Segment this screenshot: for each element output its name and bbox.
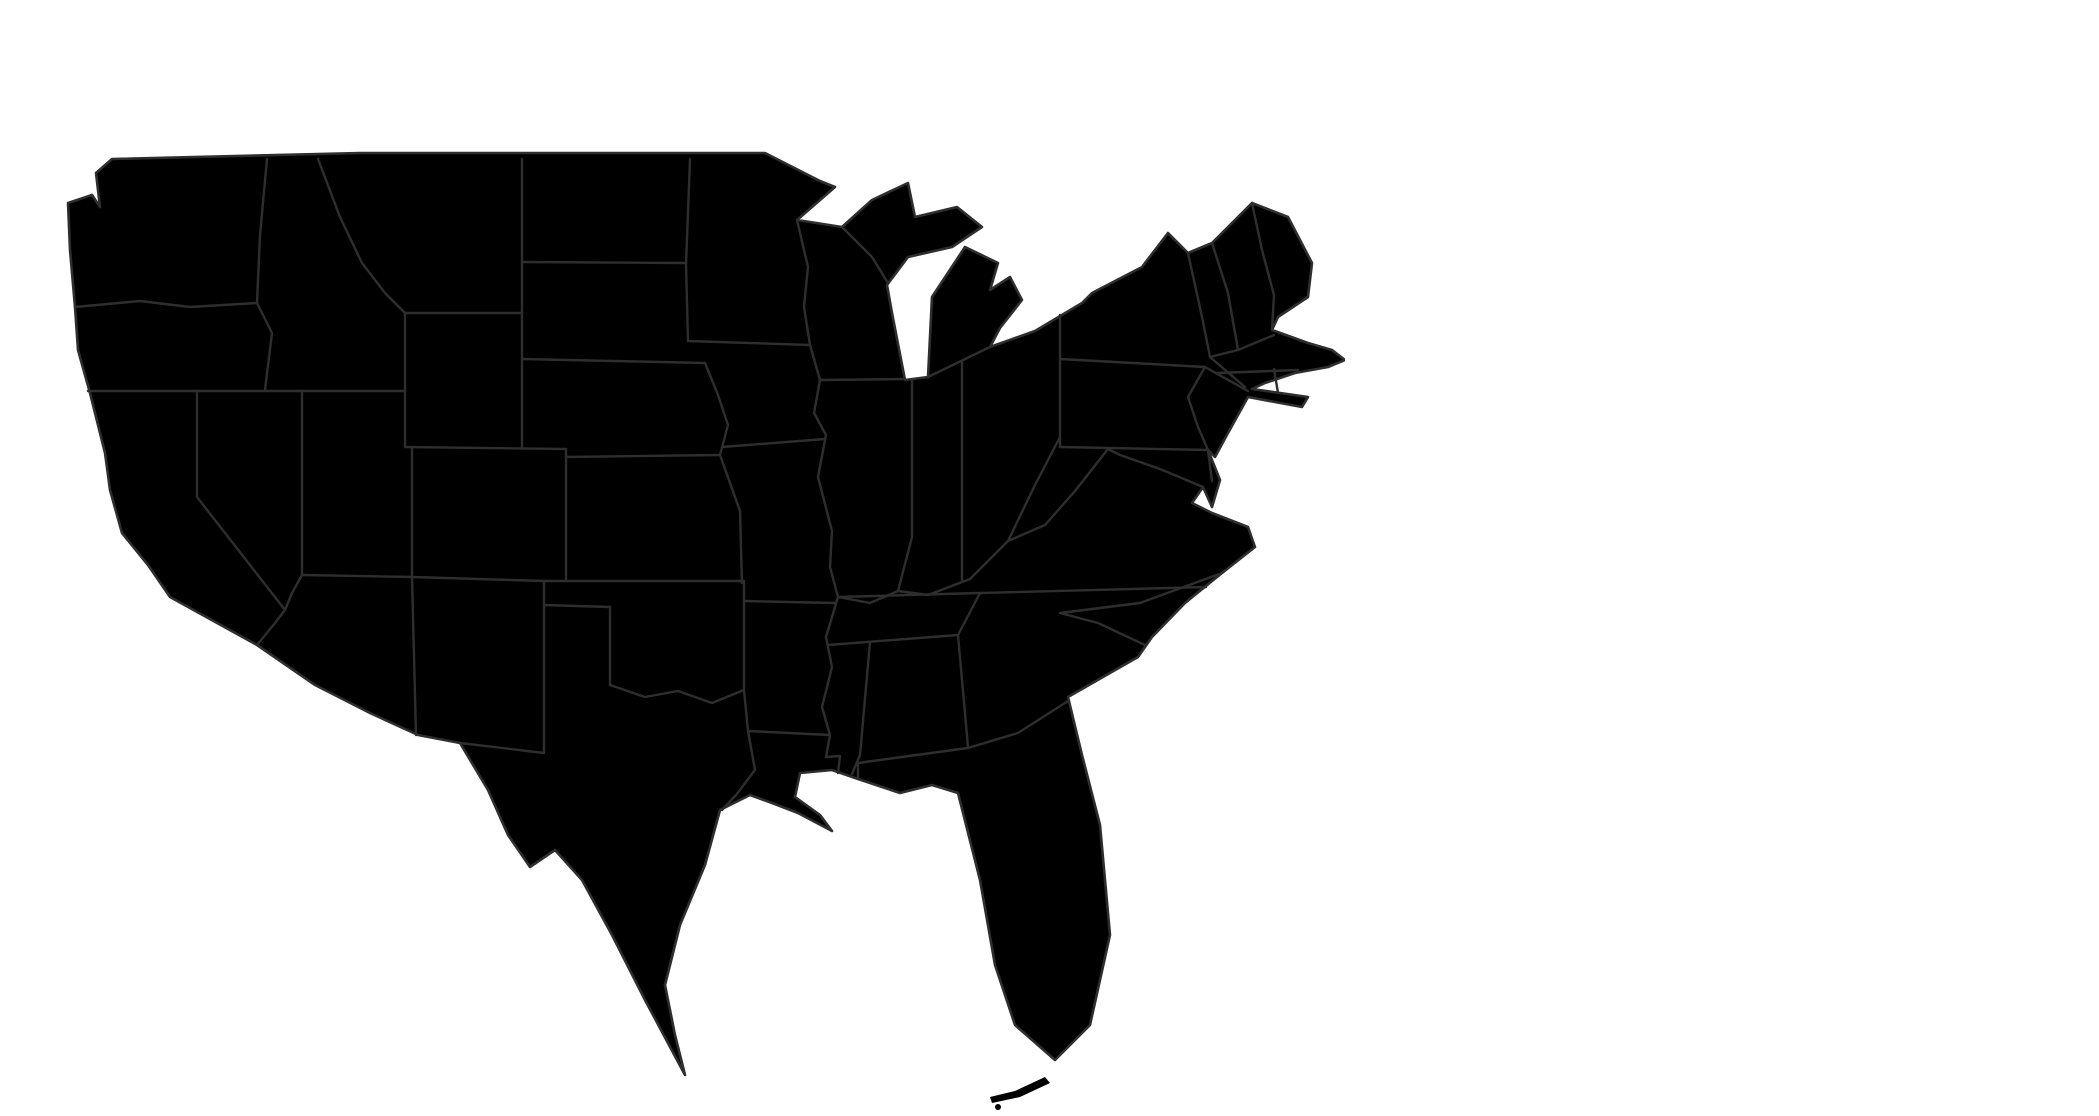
legend-item xyxy=(1818,507,1868,537)
legend-swatch xyxy=(1818,639,1856,669)
us-degree-day-map xyxy=(60,145,1347,1110)
legend-item xyxy=(1818,672,1868,702)
legend xyxy=(1818,458,1868,804)
florida-keys xyxy=(990,1077,1050,1110)
legend-swatch xyxy=(1818,507,1856,537)
legend-swatch xyxy=(1818,474,1856,504)
western-terrain-detail xyxy=(70,200,528,731)
legend-swatch xyxy=(1818,573,1856,603)
legend-swatch xyxy=(1818,738,1856,768)
raster-bands xyxy=(68,153,1345,1075)
us-map-svg xyxy=(66,151,1347,1110)
legend-item xyxy=(1818,573,1868,603)
us-outline xyxy=(66,151,1347,1077)
legend-item xyxy=(1818,474,1868,504)
legend-swatch xyxy=(1818,771,1856,801)
legend-swatch xyxy=(1818,672,1856,702)
legend-swatch xyxy=(1818,540,1856,570)
legend-item xyxy=(1818,771,1868,801)
legend-item xyxy=(1818,540,1868,570)
legend-item xyxy=(1818,705,1868,735)
legend-item xyxy=(1818,639,1868,669)
legend-item xyxy=(1818,738,1868,768)
legend-swatch xyxy=(1818,606,1856,636)
legend-item xyxy=(1818,606,1868,636)
state-borders xyxy=(73,157,1300,812)
legend-swatch xyxy=(1818,705,1856,735)
